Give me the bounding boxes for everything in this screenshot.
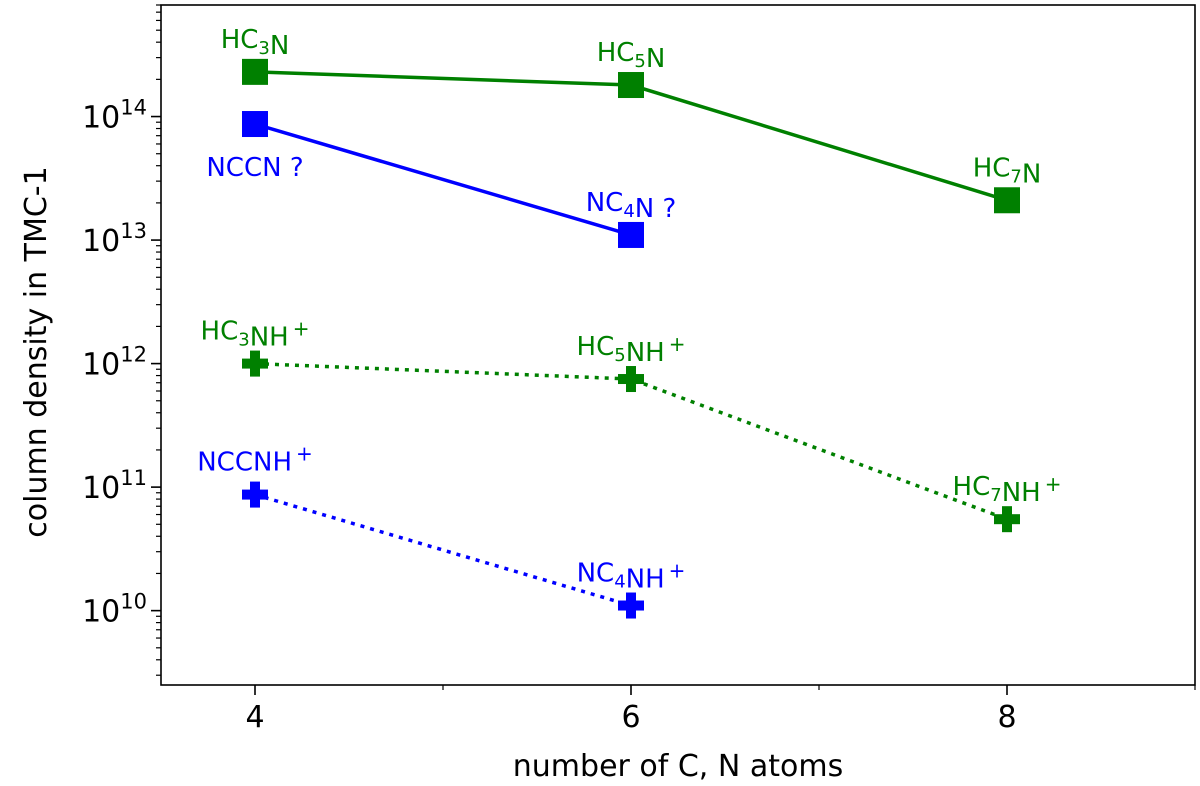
point-annotation: NCCN ? (206, 153, 303, 183)
point-annotation: HC3N (221, 25, 290, 61)
point-annotation: NCCNH + (197, 442, 313, 478)
point-annotation: HC5NH + (577, 332, 686, 368)
plus-marker (994, 506, 1020, 533)
square-marker (994, 187, 1020, 214)
square-marker (618, 221, 644, 248)
point-annotation: HC5N (597, 38, 666, 74)
plus-bar-v (250, 350, 260, 377)
plus-bar-v (626, 366, 636, 393)
plus-bar-v (626, 592, 636, 619)
series-line (254, 492, 632, 608)
axes-layer: 4 6 8 1010 1011 1012 1013 1014 (82, 4, 1196, 735)
y-tick-label: 1013 (82, 219, 147, 259)
square-marker (618, 72, 644, 99)
point-annotation: NC4N ? (586, 188, 677, 224)
plot-frame (160, 4, 1196, 686)
point-annotation: HC7N (973, 153, 1042, 189)
x-tick-label: 6 (621, 700, 640, 735)
point-annotation: HC3NH + (201, 317, 310, 353)
series-line (254, 361, 1008, 521)
plus-marker (242, 481, 268, 508)
x-axis-label: number of C, N atoms (513, 749, 843, 784)
y-tick-label: 1010 (82, 590, 147, 630)
y-axis-label: column density in TMC-1 (19, 166, 54, 537)
series-line (254, 122, 632, 237)
y-tick-label: 1012 (82, 343, 147, 383)
point-annotation: NC4NH + (577, 559, 686, 595)
plus-marker (242, 350, 268, 377)
x-tick-label: 4 (245, 700, 264, 735)
point-annotation: HC7NH + (953, 472, 1062, 508)
plus-marker (618, 366, 644, 393)
square-marker (242, 111, 268, 138)
plus-marker (618, 592, 644, 619)
y-tick-label: 1011 (82, 466, 147, 506)
plus-bar-v (1002, 506, 1012, 533)
series-layer (242, 58, 1020, 619)
x-tick-label: 8 (997, 700, 1016, 735)
annotation-layer: HC3N HC5N HC7N NCCN ? NC4N ? HC3NH + HC5NH + HC7N… (197, 25, 1061, 595)
y-tick-label: 1014 (82, 96, 147, 136)
square-marker (242, 58, 268, 85)
plus-bar-v (250, 481, 260, 508)
